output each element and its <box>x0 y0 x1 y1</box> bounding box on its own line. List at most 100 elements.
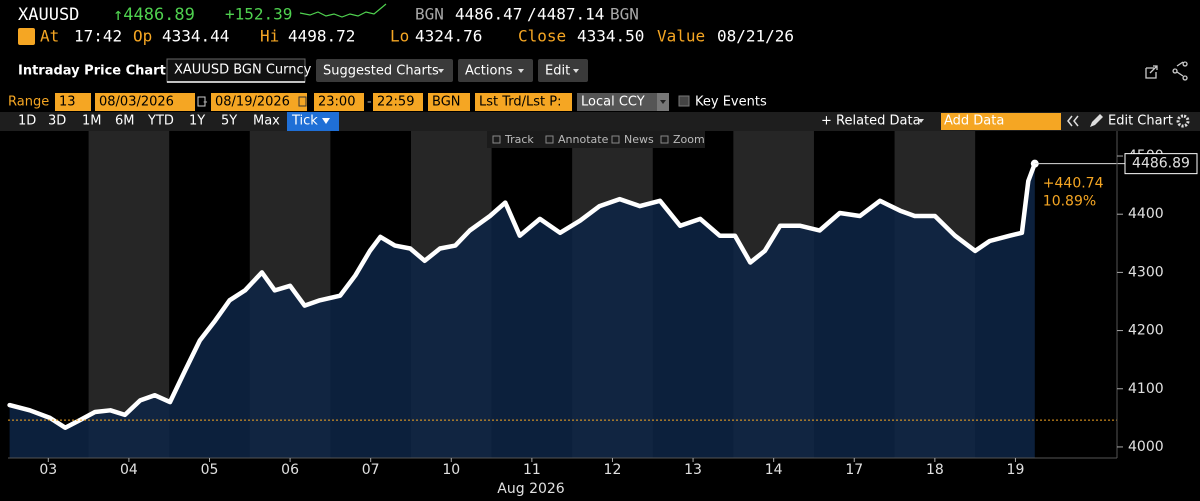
share-icon[interactable] <box>1172 61 1188 81</box>
zoom-icon[interactable] <box>660 135 669 144</box>
menu-button[interactable] <box>316 59 453 82</box>
dropdown-caret <box>518 69 524 73</box>
settings-icon[interactable] <box>1176 114 1190 128</box>
change-label: +440.74 <box>1043 176 1104 192</box>
security-name[interactable]: XAUUSD BGN Curncy <box>174 63 312 78</box>
range-label: Range <box>8 95 49 110</box>
calendar-icon[interactable] <box>298 96 307 107</box>
menu-label[interactable]: Suggested Charts <box>323 64 439 79</box>
end-time[interactable]: 22:59 <box>377 95 414 110</box>
x-tick-label: 17 <box>845 462 863 478</box>
x-tick-label: 07 <box>362 462 380 478</box>
news-icon[interactable] <box>611 135 620 144</box>
period-button[interactable]: 5Y <box>221 114 237 129</box>
ask-source: BGN <box>610 5 639 24</box>
change-pct-label: 10.89% <box>1043 194 1096 210</box>
period-button[interactable]: Tick <box>291 114 318 129</box>
range-count[interactable]: 13 <box>59 95 76 110</box>
dropdown-caret <box>438 69 444 73</box>
menu-button[interactable] <box>538 59 588 82</box>
at-label: At <box>40 27 59 46</box>
key-events-label: Key Events <box>695 95 767 110</box>
period-button[interactable]: 1D <box>18 114 36 129</box>
x-tick-label: 10 <box>442 462 460 478</box>
price-type-box[interactable] <box>475 93 572 111</box>
track-icon[interactable] <box>492 135 501 144</box>
start-time[interactable]: 23:00 <box>318 95 355 110</box>
x-tick-label: 19 <box>1007 462 1025 478</box>
source[interactable]: BGN <box>432 95 461 110</box>
x-tick-label: 14 <box>765 462 783 478</box>
time-separator: - <box>367 95 372 110</box>
range-count-box[interactable] <box>55 93 91 111</box>
y-tick-label: 4000 <box>1128 439 1164 455</box>
high: 4498.72 <box>288 27 355 46</box>
at: 17:42 <box>74 27 122 46</box>
start-date-box[interactable] <box>95 93 195 111</box>
end-date-box[interactable] <box>211 93 307 111</box>
menu-label[interactable]: Actions <box>465 64 513 79</box>
period-caret <box>322 118 330 124</box>
track-tool[interactable]: Track <box>504 133 534 146</box>
date-separator: - <box>203 95 208 110</box>
menu-label[interactable]: Edit <box>545 64 570 79</box>
price-type[interactable]: Lst Trd/Lst P: <box>479 95 562 110</box>
low: 4324.76 <box>415 27 482 46</box>
key-events-checkbox[interactable] <box>678 95 690 107</box>
related-data[interactable]: + Related Data <box>821 114 921 129</box>
x-axis-label: Aug 2026 <box>497 481 565 497</box>
open-label: Op <box>133 27 152 46</box>
x-tick-label: 18 <box>926 462 944 478</box>
y-tick-label: 4300 <box>1128 264 1164 280</box>
dropdown-caret <box>918 119 924 123</box>
source-box[interactable] <box>428 93 470 111</box>
add-data-placeholder[interactable]: Add Data <box>944 114 1004 129</box>
period-button[interactable]: Max <box>253 114 280 129</box>
start-date[interactable]: 08/03/2026 <box>99 95 174 110</box>
period-button-active[interactable] <box>287 112 339 131</box>
x-tick-label: 11 <box>523 462 541 478</box>
news-tool[interactable]: News <box>624 133 654 146</box>
net-change: +152.39 <box>225 5 292 24</box>
pencil-icon[interactable] <box>1090 114 1103 127</box>
dropdown-caret <box>660 100 666 104</box>
menu-button[interactable] <box>458 59 533 82</box>
zoom-tool[interactable]: Zoom <box>673 133 705 146</box>
bid: 4486.47 <box>455 5 522 24</box>
period-button[interactable]: YTD <box>147 114 174 129</box>
x-tick-label: 04 <box>120 462 138 478</box>
add-data-input[interactable] <box>941 113 1061 130</box>
export-icon[interactable] <box>1145 65 1158 79</box>
alert-icon[interactable] <box>18 28 35 45</box>
x-tick-label: 05 <box>201 462 219 478</box>
last-price: ↑4486.89 <box>113 5 195 25</box>
x-tick-label: 12 <box>604 462 622 478</box>
y-tick-label: 4200 <box>1128 323 1164 339</box>
annotate-tool[interactable]: Annotate <box>558 133 609 146</box>
period-button[interactable]: 1Y <box>189 114 205 129</box>
currency[interactable]: Local CCY <box>581 95 645 110</box>
start-time-box[interactable] <box>314 93 364 111</box>
separator: / <box>527 5 537 24</box>
bid-source: BGN <box>415 5 444 24</box>
dropdown-caret <box>573 69 579 73</box>
calendar-icon[interactable] <box>197 96 206 107</box>
edit-chart[interactable]: Edit Chart <box>1108 114 1173 129</box>
last-price-box <box>1124 153 1198 175</box>
ticker: XAUUSD <box>18 5 79 25</box>
low-label: Lo <box>390 27 409 46</box>
annotate-icon[interactable] <box>545 135 554 144</box>
period-button[interactable]: 1M <box>82 114 102 129</box>
end-date[interactable]: 08/19/2026 <box>215 95 290 110</box>
chart-toolbar <box>487 131 705 148</box>
last-price-label: 4486.89 <box>1132 156 1190 172</box>
period-button[interactable]: 3D <box>48 114 66 129</box>
open: 4334.44 <box>162 27 229 46</box>
currency-box[interactable] <box>577 93 657 111</box>
period-button[interactable]: 6M <box>115 114 135 129</box>
collapse-icon[interactable] <box>1067 115 1079 127</box>
end-time-box[interactable] <box>373 93 423 111</box>
